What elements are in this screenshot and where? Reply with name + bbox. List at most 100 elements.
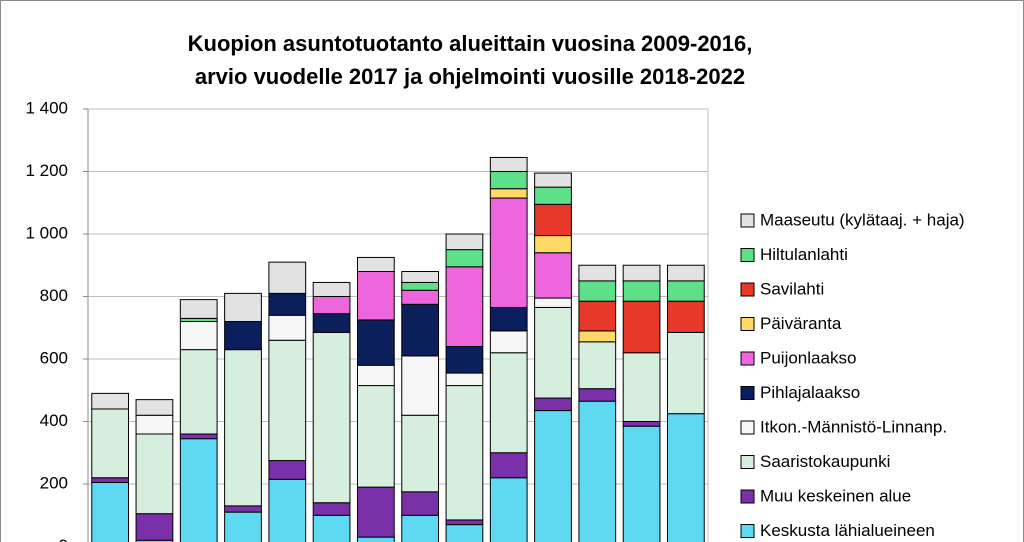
bar-segment	[578, 400, 617, 542]
legend-swatch	[740, 489, 755, 504]
bar-segment	[622, 300, 661, 354]
bar-segment	[622, 280, 661, 302]
bar-segment	[91, 408, 130, 479]
legend-label: Saaristokaupunki	[760, 452, 890, 471]
y-tick-label: 400	[40, 411, 68, 430]
bar-segment	[224, 349, 262, 507]
bar-segment	[179, 438, 218, 542]
bar-segment	[534, 397, 572, 412]
bar-segment	[224, 292, 262, 322]
y-tick-label: 1 000	[25, 223, 68, 242]
bar-segment	[312, 514, 351, 542]
bar-segment	[622, 264, 661, 282]
y-tick-label: 200	[40, 473, 68, 492]
bar-segment	[224, 511, 262, 542]
bar-segment	[312, 331, 351, 504]
bar-segment	[489, 306, 528, 332]
bar-segment	[135, 513, 174, 541]
bar-segment	[224, 505, 262, 513]
legend-label: Päiväranta	[760, 314, 842, 333]
bar-segment	[489, 156, 528, 172]
legend-label: Keskusta lähialueineen	[760, 521, 935, 540]
bar-segment	[179, 433, 218, 440]
legend-swatch	[740, 213, 755, 228]
y-tick-label: 1 200	[25, 161, 68, 180]
bar-segment	[401, 271, 440, 283]
bar-segment	[135, 414, 174, 435]
legend-swatch	[740, 386, 755, 400]
chart-title: Kuopion asuntotuotanto alueittain vuosin…	[188, 31, 753, 56]
bar-segment	[534, 235, 572, 254]
bar-segment	[445, 346, 484, 374]
bar-segment	[534, 172, 572, 188]
bar-segment	[489, 452, 528, 479]
bar-segment	[401, 414, 440, 493]
bar-segment	[666, 331, 705, 415]
bar-segment	[356, 536, 395, 542]
bar-segment	[356, 486, 395, 538]
bar-segment	[401, 303, 440, 357]
bar-segment	[534, 203, 572, 237]
bar-segment	[666, 413, 705, 542]
bar-segment	[401, 491, 440, 516]
legend-label: Itkon.-Männistö-Linnanp.	[760, 417, 947, 436]
legend-swatch	[740, 248, 755, 262]
legend-label: Muu keskeinen alue	[760, 486, 911, 505]
bar-segment	[224, 321, 262, 351]
bar-segment	[179, 349, 218, 435]
bar-segment	[622, 352, 661, 422]
bar-segment	[268, 261, 307, 294]
legend-swatch	[740, 524, 755, 538]
bar-segment	[268, 339, 307, 462]
bar-segment	[489, 330, 528, 354]
bar-segment	[534, 297, 572, 308]
bar-segment	[401, 281, 440, 291]
bar-segment	[666, 300, 705, 333]
legend-label: Hiltulanlahti	[760, 245, 848, 264]
bar-segment	[445, 524, 484, 542]
bar-segment	[179, 321, 218, 351]
bar-segment	[91, 481, 130, 542]
y-tick-label: 600	[40, 348, 68, 367]
bar-segment	[578, 341, 617, 390]
bar-segment	[312, 281, 351, 297]
legend-swatch	[740, 455, 755, 469]
bar-segment	[356, 385, 395, 488]
bar-segment	[356, 256, 395, 272]
bar-segment	[356, 319, 395, 366]
bar-segment	[135, 433, 174, 515]
bar-segment	[179, 299, 218, 319]
bar-segment	[489, 171, 528, 190]
bar-segment	[268, 292, 307, 316]
bar-segment	[578, 264, 617, 282]
y-tick-label: 0	[59, 536, 68, 542]
bar-segment	[489, 188, 528, 199]
bar-segment	[401, 289, 440, 305]
bar-segment	[356, 364, 395, 387]
legend-swatch	[740, 351, 755, 366]
legend-swatch	[740, 420, 755, 435]
legend-swatch	[740, 282, 755, 297]
bar-segment	[622, 425, 661, 542]
legend-label: Pihlajalaakso	[760, 383, 860, 402]
bar-segment	[489, 352, 528, 454]
legend-swatch	[740, 317, 755, 331]
bar-segment	[445, 385, 484, 521]
legend-label: Savilahti	[760, 279, 824, 298]
bar-segment	[445, 266, 484, 347]
legend-label: Puijonlaakso	[760, 348, 856, 367]
bar-segment	[534, 252, 572, 299]
chart-title: arvio vuodelle 2017 ja ohjelmointi vuosi…	[195, 64, 745, 89]
bar-segment	[578, 300, 617, 332]
y-tick-label: 800	[40, 286, 68, 305]
bar-segment	[401, 355, 440, 416]
legend-label: Maaseutu (kylätaaj. + haja)	[760, 210, 965, 229]
bar-segment	[666, 264, 705, 282]
bar-segment	[268, 460, 307, 480]
bar-segment	[91, 392, 130, 410]
bar-segment	[401, 514, 440, 542]
bar-segment	[445, 519, 484, 526]
bar-segment	[312, 296, 351, 315]
bar-segment	[578, 280, 617, 302]
